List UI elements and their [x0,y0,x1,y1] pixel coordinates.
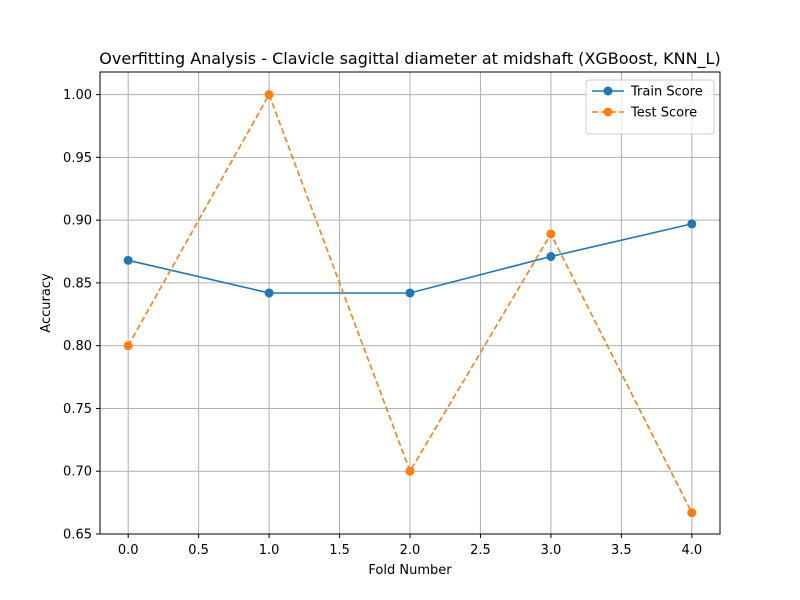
data-point [264,90,274,100]
legend-label: Train Score [630,85,703,100]
legend: Train Score Test Score [585,79,715,135]
data-point [405,288,415,298]
legend-marker [603,86,613,96]
data-point [687,508,697,518]
y-tick-label: 1.00 [63,88,92,103]
x-tick-label: 1.5 [329,543,350,558]
y-tick-label: 0.80 [63,339,92,354]
data-point [123,255,133,265]
x-tick-label: 2.0 [400,543,421,558]
x-tick-label: 2.5 [470,543,491,558]
y-tick-label: 0.95 [63,151,92,166]
data-point [123,341,133,351]
chart-title: Overfitting Analysis - Clavicle sagittal… [99,49,720,69]
y-tick-label: 0.70 [63,465,92,480]
series-line-1 [127,92,693,514]
x-tick-label: 1.0 [259,543,280,558]
data-point [687,219,697,229]
x-tick-label: 0.5 [188,543,209,558]
x-tick-label: 4.0 [681,543,702,558]
data-point [264,288,274,298]
y-tick-label: 0.75 [63,402,92,417]
legend-marker [603,107,613,117]
y-axis-label: Accuracy [39,273,54,333]
y-tick-label: 0.90 [63,214,92,229]
data-point [546,252,556,262]
data-point [546,229,556,239]
y-tick-label: 0.65 [63,528,92,543]
data-point [405,466,415,476]
tick-layer: 0.0 0.5 1.0 1.5 2.0 2.5 3.0 3.5 4.0 0.65 0.70 0.75 0… [63,88,702,558]
y-tick-label: 0.85 [63,276,92,291]
x-tick-label: 0.0 [118,543,139,558]
x-tick-label: 3.0 [541,543,562,558]
x-tick-label: 3.5 [611,543,632,558]
x-axis-label: Fold Number [368,563,452,578]
series-layer [123,90,697,518]
legend-label: Test Score [630,106,697,121]
legend-box [585,79,715,135]
grid-layer [100,72,720,535]
